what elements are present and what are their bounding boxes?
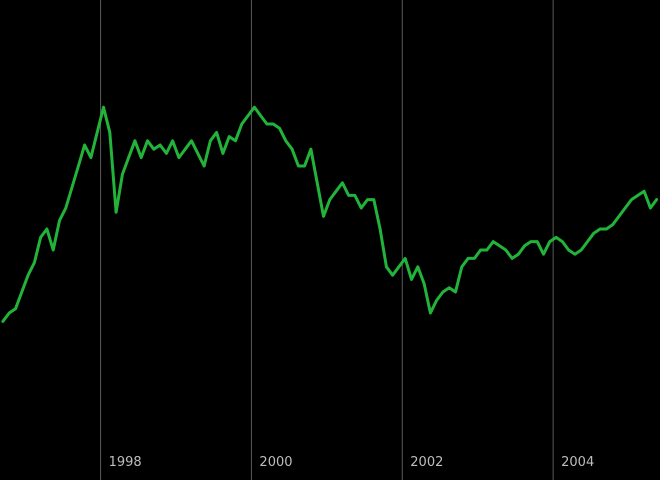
x-tick-label-2004: 2004 bbox=[561, 455, 594, 470]
vertical-gridlines bbox=[100, 0, 554, 480]
x-tick-label-2000: 2000 bbox=[259, 455, 292, 470]
series-line-0 bbox=[1, 105, 659, 323]
x-axis-tick-labels: 1998 2000 2002 2004 bbox=[109, 455, 595, 470]
series-layer bbox=[1, 105, 659, 323]
x-tick-label-1998: 1998 bbox=[109, 455, 142, 470]
x-tick-label-2002: 2002 bbox=[410, 455, 443, 470]
